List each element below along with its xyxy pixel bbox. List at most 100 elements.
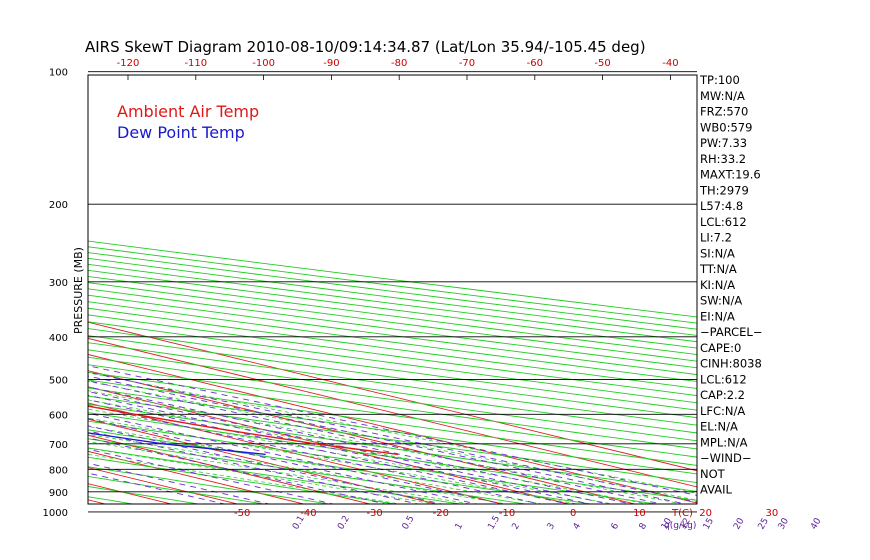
isotherm-line (0, 72, 110, 522)
pressure-tick-label: 100 (49, 68, 68, 79)
bottom-temperature-tick-label: -10 (499, 508, 515, 519)
index-entry: MPL:N/A (700, 435, 748, 449)
index-entry: EL:N/A (700, 420, 738, 434)
mixing-ratio-tick-label: 2 (511, 522, 523, 532)
pressure-tick-label: 600 (49, 410, 68, 421)
dry-adiabat-line (88, 356, 697, 442)
isotherm-line (88, 434, 372, 504)
index-entry: RH:33.2 (700, 152, 746, 166)
mixing-ratio-line (88, 404, 543, 504)
index-entry: KI:N/A (700, 278, 735, 292)
legend-ambient-air-temp: Ambient Air Temp (117, 102, 259, 121)
dry-adiabat-line (88, 240, 697, 318)
mixing-ratio-line (88, 418, 479, 504)
index-entry: CAP:2.2 (700, 388, 745, 402)
mixing-ratio-line (88, 394, 592, 504)
index-entry: −WIND− (700, 451, 752, 465)
bottom-temperature-tick-label: 10 (633, 508, 646, 519)
index-entry: CAPE:0 (700, 341, 741, 355)
mixing-ratio-line (88, 391, 611, 504)
dry-adiabat-line (0, 72, 108, 522)
mixing-ratio-tick-label: 0.5 (401, 514, 417, 531)
dry-adiabat-line (88, 387, 697, 475)
top-temperature-tick-label: -40 (662, 58, 678, 69)
plot-area (0, 71, 698, 522)
index-entry: AVAIL (700, 483, 733, 497)
dry-adiabat-line (88, 466, 333, 504)
isotherm-line (88, 354, 697, 504)
y-axis-label: PRESSURE (MB) (72, 247, 85, 334)
top-temperature-axis: -120 -110 -100 -90 -80 -70 -60 -50 -40 (117, 58, 679, 80)
top-temperature-tick-label: -90 (323, 58, 339, 69)
dry-adiabat-line (88, 328, 697, 411)
dry-adiabat-line (88, 246, 697, 324)
mixing-ratio-line (88, 375, 688, 504)
index-entry: LI:7.2 (700, 231, 732, 245)
index-entry: −PARCEL− (700, 325, 762, 339)
isotherm-line (88, 370, 637, 504)
chart-title: AIRS SkewT Diagram 2010-08-10/09:14:34.8… (85, 38, 646, 56)
isotherm-line (88, 337, 697, 488)
mixing-ratio-tick-label: 12 (678, 517, 692, 532)
dry-adiabat-line (88, 371, 697, 458)
moist-adiabat-line (88, 390, 685, 504)
top-temperature-tick-label: -100 (252, 58, 275, 69)
bottom-temperature-tick-label: -50 (234, 508, 250, 519)
pressure-tick-label: 700 (49, 440, 68, 451)
bottom-temperature-tick-label: 0 (570, 508, 576, 519)
mixing-ratio-tick-label: 20 (732, 516, 747, 531)
index-entry: TH:2979 (699, 183, 749, 197)
index-entry: SW:N/A (700, 294, 742, 308)
plot-frame (87, 74, 698, 505)
dry-adiabat-line (88, 379, 697, 466)
moist-adiabat-line (88, 399, 650, 504)
index-entry: LCL:612 (700, 215, 747, 229)
bottom-temperature-tick-label: -30 (366, 508, 382, 519)
isobars (88, 71, 697, 513)
index-entry: FRZ:570 (700, 105, 748, 119)
isotherm-line (88, 402, 505, 504)
dry-adiabat-line (88, 335, 697, 419)
mixing-ratio-tick-label: 4 (572, 521, 584, 531)
dry-adiabat-line (88, 456, 398, 504)
index-entry: TP:100 (699, 73, 740, 87)
mixing-ratio-tick-label: 30 (777, 516, 792, 531)
bottom-temperature-axis: -50 -40 -30 -20 -10 0 10 20 30 T(C) (234, 508, 778, 519)
moist-adiabat-line (88, 408, 615, 504)
dry-adiabat-line (88, 438, 529, 504)
index-entry: EI:N/A (700, 309, 735, 323)
bottom-temperature-tick-label: -40 (300, 508, 316, 519)
pressure-tick-label: 800 (49, 465, 68, 476)
top-temperature-tick-label: -60 (527, 58, 543, 69)
dry-adiabat-line (88, 342, 697, 426)
top-temperature-tick-label: -70 (459, 58, 475, 69)
moist-adiabat-line (88, 417, 580, 504)
pressure-axis: 100 200 300 400 500 600 700 800 900 1000 (43, 68, 68, 519)
pressure-tick-label: 1000 (43, 508, 68, 519)
dry-adiabat-line (88, 349, 697, 434)
mixing-ratio-tick-label: 1 (454, 522, 466, 532)
dry-adiabat-line (88, 476, 267, 504)
top-temperature-tick-label: -50 (594, 58, 610, 69)
mixing-ratio-axis: 0.1 0.2 0.5 1 1.5 2 3 4 6 8 10 12 15 20 25 30 40q(g/kg) (291, 514, 824, 531)
isotherm-line (0, 72, 44, 522)
index-entry: L57:4.8 (700, 199, 743, 213)
mixing-ratio-line (88, 371, 697, 503)
mixing-ratio-tick-label: 8 (638, 521, 650, 531)
ambient-air-temp-line (88, 405, 399, 456)
dry-adiabat-line (88, 252, 697, 330)
top-temperature-tick-label: -120 (117, 58, 140, 69)
dry-adiabat-line (88, 429, 595, 504)
top-temperature-tick-label: -110 (184, 58, 207, 69)
index-entry: WB0:579 (700, 120, 752, 134)
index-entry: NOT (700, 467, 726, 481)
top-temperature-tick-label: -80 (391, 58, 407, 69)
mixing-ratio-line (88, 412, 505, 504)
sounding-series (88, 405, 399, 456)
index-entry: SI:N/A (700, 246, 735, 260)
legend-dew-point-temp: Dew Point Temp (117, 123, 245, 142)
index-entry: PW:7.33 (700, 136, 747, 150)
mixing-ratio-line (88, 380, 664, 504)
